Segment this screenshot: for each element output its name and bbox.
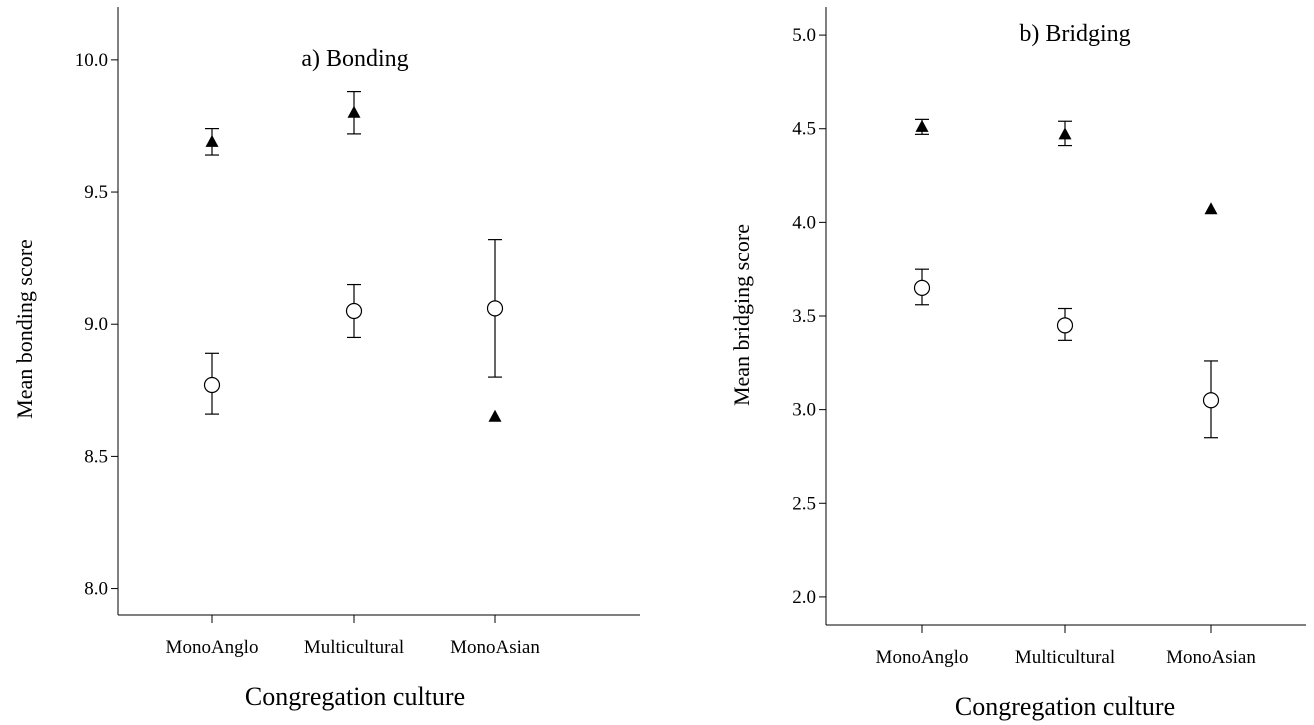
bridging-x-tick-label: MonoAnglo — [876, 647, 969, 668]
bridging-x-tick-label: MonoAsian — [1166, 647, 1256, 668]
bridging-y-tick-label: 4.5 — [792, 119, 816, 140]
bridging-y-tick-label: 4.0 — [792, 212, 816, 233]
bonding-x-axis-title: Congregation culture — [245, 682, 465, 711]
bridging-triangle-point — [915, 119, 929, 132]
bridging-x-axis-title: Congregation culture — [955, 692, 1175, 721]
bonding-triangle-point — [488, 409, 502, 422]
bonding-y-tick-label: 9.5 — [84, 182, 108, 203]
bonding-circle-point — [203, 376, 221, 394]
bridging-triangle-point — [1058, 127, 1072, 140]
bonding-x-tick-label: Multicultural — [304, 637, 404, 658]
bonding-y-tick-label: 10.0 — [75, 50, 108, 71]
bridging-y-tick-label: 5.0 — [792, 25, 816, 46]
bridging-circle-point — [1202, 392, 1220, 409]
bridging-triangle-point — [1204, 202, 1218, 215]
bridging-y-tick-label: 2.0 — [792, 587, 816, 608]
bonding-x-tick-label: MonoAsian — [450, 637, 540, 658]
bonding-triangle-point — [205, 134, 219, 147]
bonding-panel-title: a) Bonding — [301, 46, 408, 72]
bonding-circle-point — [486, 300, 504, 317]
bridging-y-tick-label: 3.0 — [792, 400, 816, 421]
bridging-y-tick-label: 3.5 — [792, 306, 816, 327]
bonding-triangle-point — [347, 105, 361, 118]
bonding-y-tick-label: 8.0 — [84, 579, 108, 600]
bridging-y-tick-label: 2.5 — [792, 493, 816, 514]
bonding-panel: a) Bonding Mean bonding score Congregati… — [12, 7, 640, 711]
bonding-y-tick-label: 8.5 — [84, 446, 108, 467]
bridging-panel-title: b) Bridging — [1019, 21, 1130, 47]
bridging-circle-point — [913, 279, 931, 297]
bonding-circle-point — [345, 302, 363, 320]
bonding-y-axis-title: Mean bonding score — [12, 239, 37, 419]
bonding-x-tick-label: MonoAnglo — [166, 637, 259, 658]
bridging-circle-point — [1056, 317, 1074, 334]
bridging-x-tick-label: Multicultural — [1015, 647, 1115, 668]
bridging-panel: b) Bridging Mean bridging score Congrega… — [729, 7, 1306, 721]
bridging-y-axis-title: Mean bridging score — [729, 224, 754, 406]
bonding-y-tick-label: 9.0 — [84, 314, 108, 335]
